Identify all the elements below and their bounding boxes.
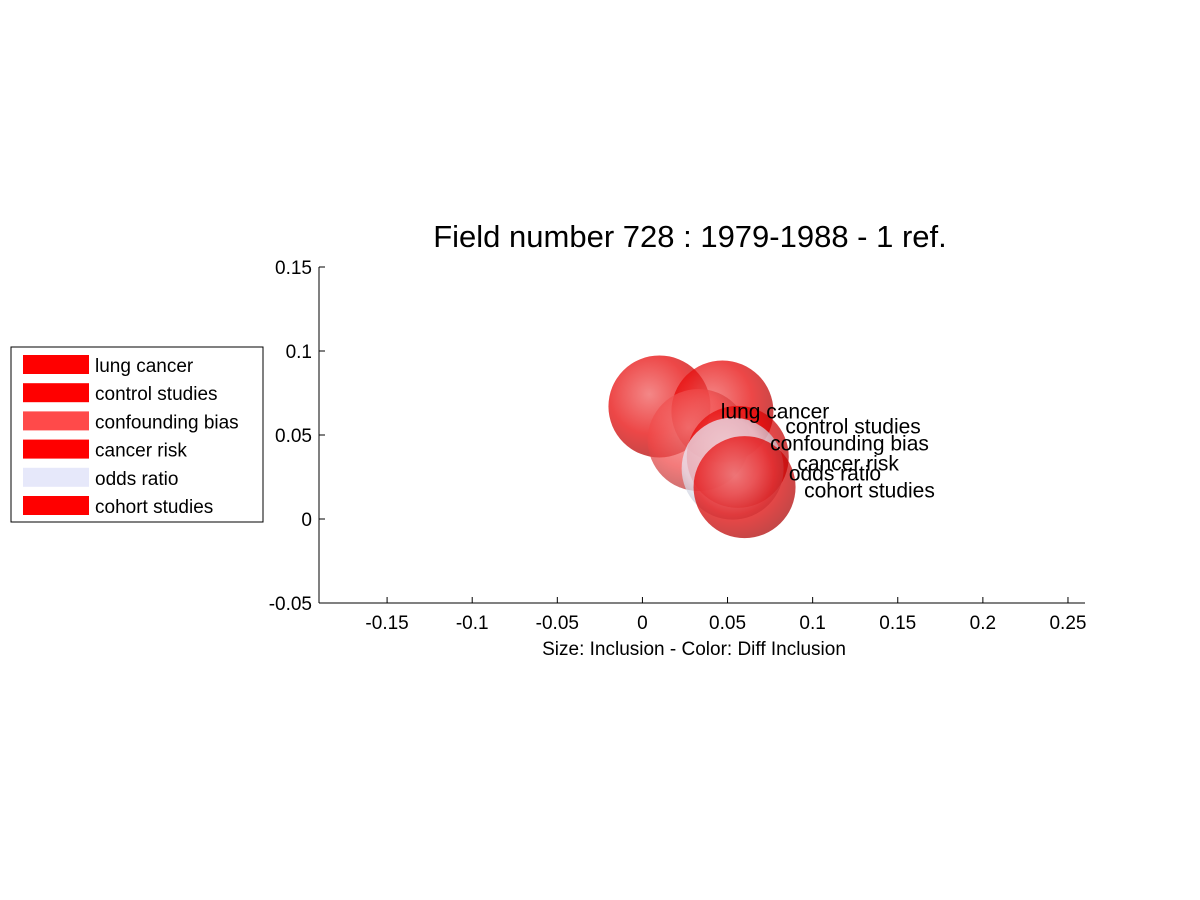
y-tick-label: 0.1: [286, 342, 312, 363]
x-tick-label: 0.25: [1049, 613, 1086, 634]
point-label: odds ratio: [789, 463, 881, 486]
x-tick-label: 0.2: [970, 613, 996, 634]
legend-label: cancer risk: [95, 441, 187, 462]
x-tick-label: -0.1: [456, 613, 489, 634]
bubble-layer: [608, 355, 796, 539]
legend-swatch: [23, 383, 89, 403]
point-label: lung cancer: [721, 400, 830, 423]
x-tick-label: -0.05: [536, 613, 579, 634]
x-tick-label: 0.1: [799, 613, 825, 634]
legend-label: odds ratio: [95, 469, 178, 490]
point-label: confounding bias: [770, 432, 929, 455]
x-tick-label: -0.15: [365, 613, 408, 634]
legend-label: cohort studies: [95, 497, 213, 518]
point-label: cancer risk: [797, 453, 899, 476]
x-tick-label: 0.15: [879, 613, 916, 634]
chart-title: Field number 728 : 1979-1988 - 1 ref.: [433, 219, 947, 254]
point-label: control studies: [785, 416, 920, 439]
legend-swatch: [23, 496, 89, 515]
point-label: cohort studies: [804, 479, 935, 502]
legend-label: control studies: [95, 384, 218, 405]
bubble-cohort-studies: [693, 436, 796, 539]
legend: lung cancer control studies confounding bi…: [10, 346, 264, 523]
legend-label: lung cancer: [95, 356, 194, 377]
y-tick-label: 0: [301, 510, 312, 531]
axes: -0.15 -0.1 -0.05 0 0.05 0.1 0.15 0.2 0.25 -0.05 0 0…: [269, 258, 1087, 634]
legend-swatch: [23, 467, 89, 487]
x-axis-label: Size: Inclusion - Color: Diff Inclusion: [542, 639, 846, 660]
legend-box: [10, 346, 264, 523]
y-tick-label: 0.05: [275, 426, 312, 447]
x-tick-label: 0.05: [709, 613, 746, 634]
x-tick-label: 0: [637, 613, 648, 634]
legend-swatch: [23, 439, 89, 459]
legend-label: confounding bias: [95, 412, 239, 433]
y-tick-label: 0.15: [275, 258, 312, 279]
y-tick-label: -0.05: [269, 594, 312, 615]
legend-swatch: [23, 411, 89, 431]
legend-swatch: [23, 355, 89, 374]
